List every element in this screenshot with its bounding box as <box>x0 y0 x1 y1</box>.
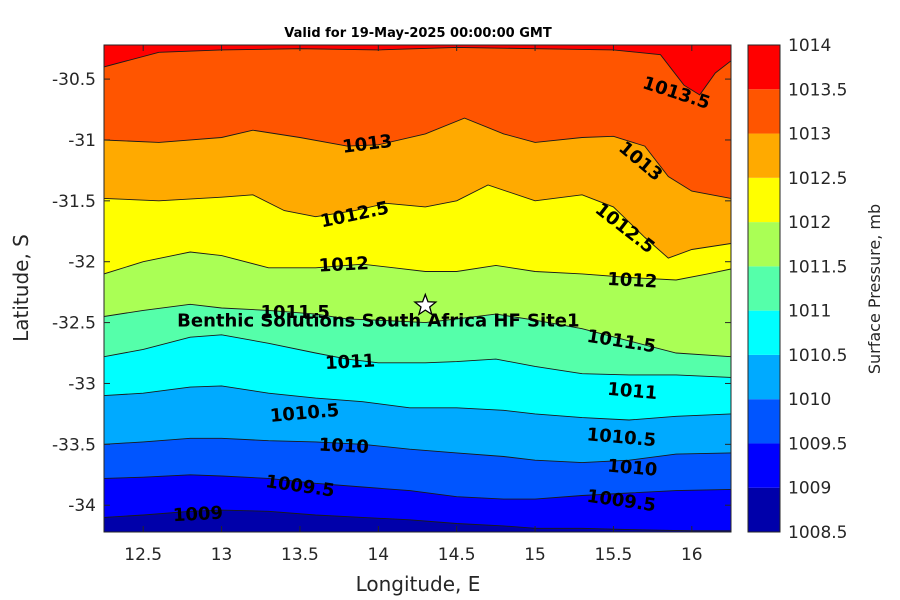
x-tick-label: 15.5 <box>595 545 633 565</box>
x-tick-label: 13 <box>211 545 233 565</box>
isobar-1010-5 <box>104 385 731 421</box>
colorbar-swatch <box>748 354 780 400</box>
isobar-1011 <box>104 334 731 378</box>
isobar-1011-5 <box>104 303 731 358</box>
contour-label: 1011 <box>606 379 658 404</box>
colorbar-tick-label: 1010 <box>788 390 831 410</box>
x-tick-label: 15 <box>524 545 546 565</box>
colorbar-swatch <box>748 89 780 134</box>
contour-label: 1010 <box>318 434 369 458</box>
y-tick-label: -34 <box>68 496 96 516</box>
y-axis-ticks: -30.5 -31 -31.5 -32 -32.5 -33 -33.5 -34 <box>52 70 731 516</box>
y-tick-label: -31 <box>68 131 96 151</box>
pressure-fill-bands <box>104 45 731 532</box>
colorbar-swatch <box>748 45 780 90</box>
contour-label: 1011.5 <box>261 302 330 323</box>
contour-label: 1009 <box>172 503 223 527</box>
contour-label: 1011 <box>325 350 376 374</box>
x-tick-label: 14 <box>367 545 389 565</box>
colorbar-tick-label: 1012.5 <box>788 169 847 189</box>
y-tick-label: -33 <box>68 374 96 394</box>
colorbar-label: Surface Pressure, mb <box>865 204 884 374</box>
band-fill-1013 <box>104 45 731 199</box>
band-fill-1013-5 <box>104 45 731 95</box>
colorbar-swatch <box>748 310 780 355</box>
colorbar-swatch <box>748 266 780 311</box>
isobar-1012-5 <box>104 184 731 259</box>
colorbar-frame <box>747 44 781 533</box>
contour-label: 1012 <box>607 269 658 293</box>
colorbar-swatch <box>748 177 780 223</box>
x-tick-label: 16 <box>681 545 703 565</box>
site-label: Benthic Solutions South Africa HF Site1 <box>177 311 579 332</box>
colorbar-tick-label: 1013.5 <box>788 80 847 100</box>
site-star-icon <box>413 292 438 316</box>
colorbar-tick-label: 1009.5 <box>788 434 847 454</box>
colorbar-tick-label: 1014 <box>788 36 831 56</box>
y-tick-label: -31.5 <box>52 192 96 212</box>
y-tick-label: -32 <box>68 253 96 273</box>
colorbar-swatch <box>748 487 780 532</box>
y-tick-label: -32.5 <box>52 314 96 334</box>
colorbar-tick-label: 1012 <box>788 213 831 233</box>
colorbar-tick-label: 1011 <box>788 302 831 322</box>
colorbar-tick-label: 1010.5 <box>788 346 847 366</box>
isobar-1010 <box>104 437 731 464</box>
y-axis-label: Latitude, S <box>9 234 33 342</box>
colorbar-swatch <box>748 133 780 178</box>
site-marker-group: Benthic Solutions South Africa HF Site1 <box>177 292 579 332</box>
colorbar-swatch <box>748 399 780 444</box>
colorbar-tick-label: 1013 <box>788 125 831 145</box>
isobar-1009-5 <box>104 474 731 500</box>
contour-label: 1010 <box>606 456 658 481</box>
contour-label: 1012 <box>318 253 369 277</box>
y-tick-label: -30.5 <box>52 70 96 90</box>
x-tick-label: 13.5 <box>281 545 319 565</box>
colorbar-tick-label: 1009 <box>788 479 831 499</box>
colorbar-swatch <box>748 443 780 488</box>
plot-frame <box>103 44 732 533</box>
map-title: Valid for 19-May-2025 00:00:00 GMT <box>284 26 552 41</box>
colorbar-tick-label: 1008.5 <box>788 523 847 543</box>
isobar-1012 <box>104 251 731 281</box>
colorbar <box>748 45 780 532</box>
colorbar-tick-label: 1011.5 <box>788 257 847 277</box>
y-tick-label: -33.5 <box>52 435 96 455</box>
colorbar-ticks: 1014 1013.5 1013 1012.5 1012 1011.5 1011 1010.5… <box>788 36 847 543</box>
x-axis-label: Longitude, E <box>356 572 481 596</box>
x-tick-label: 14.5 <box>438 545 476 565</box>
colorbar-swatch <box>748 222 780 267</box>
isobar-1013 <box>104 117 731 199</box>
x-tick-label: 12.5 <box>124 545 162 565</box>
x-axis-ticks: 12.5 13 13.5 14 14.5 15 15.5 16 <box>124 45 703 565</box>
